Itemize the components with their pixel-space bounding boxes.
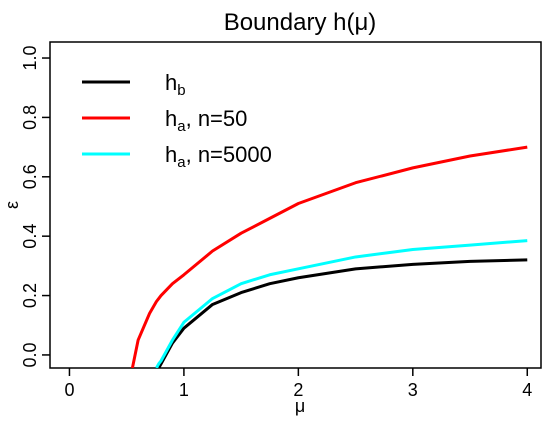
y-tick-label: 0.0 — [20, 342, 40, 367]
chart-title: Boundary h(μ) — [224, 9, 377, 36]
legend-label: hb — [165, 70, 186, 99]
x-tick-label: 4 — [522, 380, 532, 400]
x-axis-label: μ — [295, 396, 305, 416]
legend-label: ha, n=5000 — [165, 142, 272, 171]
y-tick-label: 0.4 — [20, 224, 40, 249]
x-tick-label: 0 — [64, 380, 74, 400]
y-tick-label: 0.6 — [20, 164, 40, 189]
plot-frame — [49, 41, 542, 369]
x-tick-label: 1 — [179, 380, 189, 400]
y-axis-label: ε — [2, 201, 22, 209]
x-tick-label: 2 — [293, 380, 303, 400]
y-tick-label: 0.2 — [20, 283, 40, 308]
x-tick-label: 3 — [408, 380, 418, 400]
legend-label: ha, n=50 — [165, 106, 247, 135]
series-line — [157, 258, 528, 368]
series-line — [130, 145, 528, 368]
series-line — [155, 239, 528, 368]
y-tick-label: 1.0 — [20, 46, 40, 71]
y-tick-label: 0.8 — [20, 105, 40, 130]
plot-area — [130, 145, 528, 368]
